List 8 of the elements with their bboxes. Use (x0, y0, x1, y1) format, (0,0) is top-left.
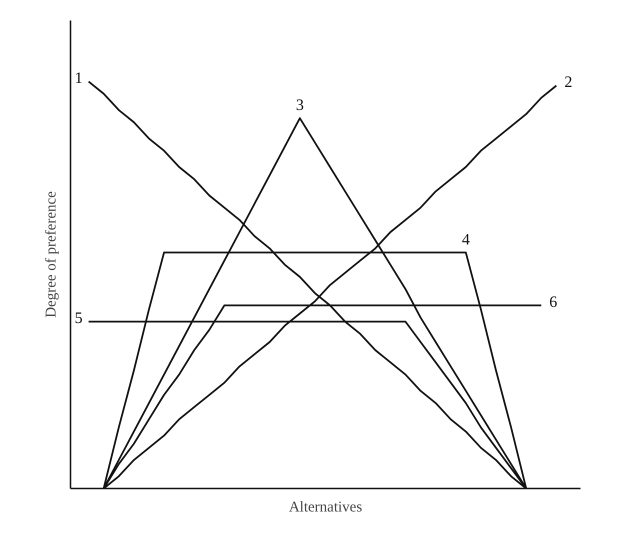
series-label: 1 (74, 70, 83, 88)
y-axis-title: Degree of preference (44, 190, 60, 318)
series-label: 2 (564, 74, 572, 92)
series-label: 4 (462, 231, 470, 248)
x-axis-title: Alternatives (288, 500, 362, 516)
series-label: 3 (296, 97, 304, 114)
series-label: 5 (74, 310, 83, 328)
series-label: 6 (549, 294, 558, 311)
